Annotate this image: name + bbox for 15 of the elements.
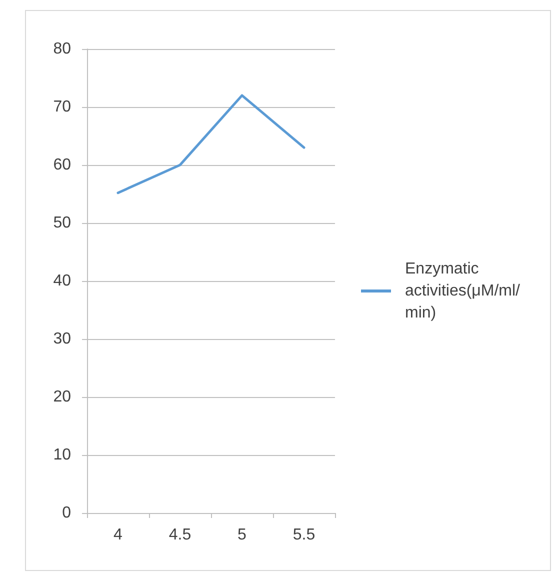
y-tick-label: 80 <box>53 40 72 58</box>
y-tick-label: 30 <box>53 330 72 348</box>
legend-label: Enzymatic activities(μM/ml/min) <box>405 260 521 322</box>
x-tick-label: 4 <box>114 526 123 544</box>
x-tick-label: 4.5 <box>168 526 192 544</box>
x-tick-label: 5.5 <box>292 526 316 544</box>
line-series <box>116 94 306 194</box>
y-tick-label: 20 <box>53 388 72 406</box>
y-tick-label: 70 <box>53 98 72 116</box>
y-tick-label: 40 <box>53 272 72 290</box>
y-tick-label: 0 <box>62 504 72 522</box>
y-tick-label: 50 <box>53 214 72 232</box>
y-tick-label: 60 <box>53 156 72 174</box>
y-tick-label: 10 <box>53 446 72 464</box>
x-tick-label: 5 <box>238 526 247 544</box>
